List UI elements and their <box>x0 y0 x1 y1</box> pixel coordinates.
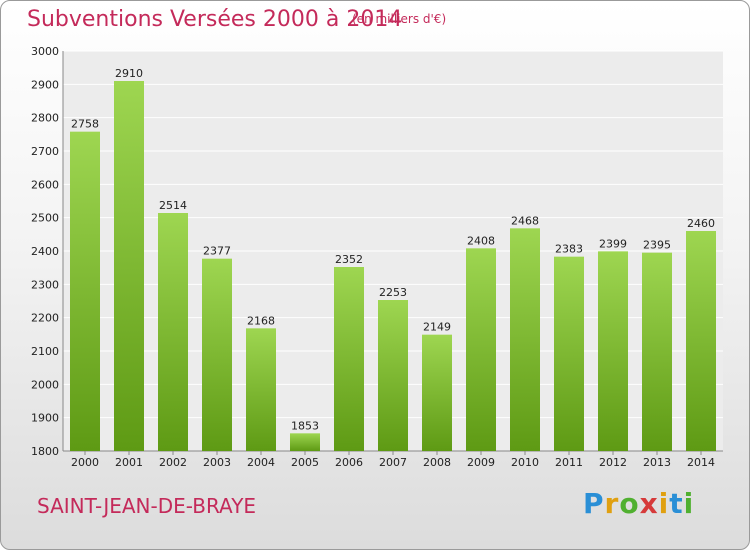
y-tick-label: 1800 <box>31 445 59 458</box>
value-label-2011: 2383 <box>555 243 583 256</box>
value-label-2013: 2395 <box>643 239 671 252</box>
bar-2011 <box>554 256 584 451</box>
x-tick-label-2012: 2012 <box>599 456 627 469</box>
bar-2009 <box>466 248 496 451</box>
y-tick-label: 2900 <box>31 78 59 91</box>
value-label-2007: 2253 <box>379 286 407 299</box>
value-label-2003: 2377 <box>203 245 231 258</box>
y-tick-label: 1900 <box>31 412 59 425</box>
bar-2002 <box>158 213 188 451</box>
x-tick-label-2001: 2001 <box>115 456 143 469</box>
x-tick-label-2013: 2013 <box>643 456 671 469</box>
chart-title: Subventions Versées 2000 à 2014 <box>27 7 403 32</box>
value-label-2004: 2168 <box>247 314 275 327</box>
value-label-2008: 2149 <box>423 321 451 334</box>
bar-2001 <box>114 81 144 451</box>
value-label-2001: 2910 <box>115 67 143 80</box>
x-tick-label-2004: 2004 <box>247 456 275 469</box>
y-tick-label: 2800 <box>31 112 59 125</box>
y-tick-label: 2600 <box>31 178 59 191</box>
x-tick-label-2011: 2011 <box>555 456 583 469</box>
value-label-2009: 2408 <box>467 234 495 247</box>
value-label-2005: 1853 <box>291 419 319 432</box>
value-label-2002: 2514 <box>159 199 187 212</box>
x-tick-label-2002: 2002 <box>159 456 187 469</box>
x-tick-label-2009: 2009 <box>467 456 495 469</box>
bar-2004 <box>246 328 276 451</box>
x-tick-label-2005: 2005 <box>291 456 319 469</box>
y-tick-label: 2400 <box>31 245 59 258</box>
y-tick-label: 2200 <box>31 312 59 325</box>
value-label-2014: 2460 <box>687 217 715 230</box>
bar-2005 <box>290 433 320 451</box>
x-tick-label-2008: 2008 <box>423 456 451 469</box>
x-tick-label-2007: 2007 <box>379 456 407 469</box>
bar-2003 <box>202 258 232 451</box>
y-tick-label: 2500 <box>31 212 59 225</box>
x-tick-label-2000: 2000 <box>71 456 99 469</box>
bar-2013 <box>642 252 672 451</box>
bar-2010 <box>510 228 540 451</box>
bar-2008 <box>422 334 452 451</box>
bar-2000 <box>70 131 100 451</box>
x-tick-label-2010: 2010 <box>511 456 539 469</box>
bar-2014 <box>686 231 716 451</box>
bar-2007 <box>378 300 408 451</box>
y-tick-label: 2100 <box>31 345 59 358</box>
bar-2012 <box>598 251 628 451</box>
y-tick-label: 2300 <box>31 278 59 291</box>
x-tick-label-2006: 2006 <box>335 456 363 469</box>
bar-2006 <box>334 267 364 451</box>
y-tick-label: 3000 <box>31 45 59 58</box>
value-label-2012: 2399 <box>599 237 627 250</box>
y-tick-label: 2000 <box>31 378 59 391</box>
value-label-2010: 2468 <box>511 214 539 227</box>
proxiti-logo: Proxiti <box>583 487 695 520</box>
value-label-2006: 2352 <box>335 253 363 266</box>
value-label-2000: 2758 <box>71 118 99 131</box>
chart-subtitle: (en milliers d'€) <box>352 12 447 26</box>
y-tick-label: 2700 <box>31 145 59 158</box>
city-name: SAINT-JEAN-DE-BRAYE <box>37 494 257 518</box>
x-tick-label-2003: 2003 <box>203 456 231 469</box>
x-tick-label-2014: 2014 <box>687 456 715 469</box>
